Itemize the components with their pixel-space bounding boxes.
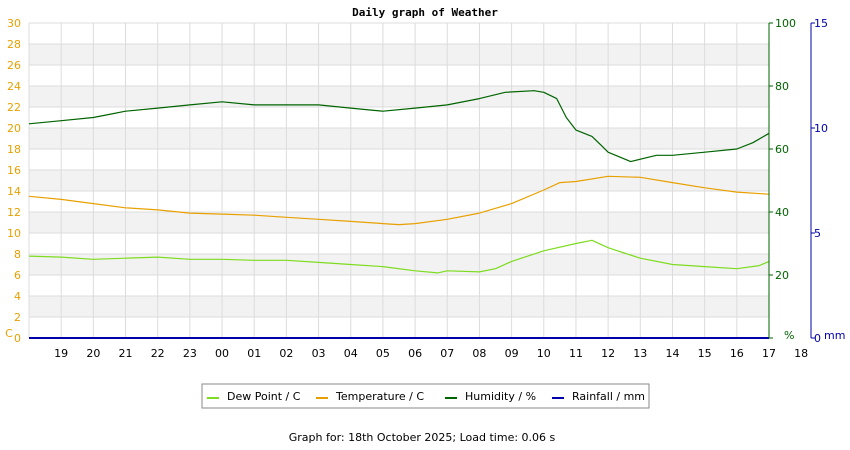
x-axis-tick-label: 15 bbox=[698, 347, 712, 360]
left-axis-tick-label: 10 bbox=[7, 227, 21, 240]
right-humidity-tick-label: 20 bbox=[775, 269, 789, 282]
plot-band bbox=[29, 296, 769, 317]
plot-band bbox=[29, 170, 769, 191]
legend-label: Dew Point / C bbox=[227, 390, 301, 403]
left-axis-tick-label: 8 bbox=[14, 248, 21, 261]
x-axis-tick-label: 11 bbox=[569, 347, 583, 360]
left-axis-tick-label: 16 bbox=[7, 164, 21, 177]
x-axis-tick-label: 02 bbox=[279, 347, 293, 360]
left-axis-tick-label: 28 bbox=[7, 38, 21, 51]
right-rainfall-unit-label: mm bbox=[824, 329, 845, 342]
plot-gridlines bbox=[28, 22, 770, 339]
left-axis-tick-label: 6 bbox=[14, 269, 21, 282]
left-axis-tick-label: 30 bbox=[7, 17, 21, 30]
x-axis-tick-label: 20 bbox=[86, 347, 100, 360]
left-axis-tick-label: 0 bbox=[14, 332, 21, 345]
x-axis-tick-label: 14 bbox=[665, 347, 679, 360]
x-axis-tick-label: 13 bbox=[633, 347, 647, 360]
right-rainfall-tick-label: 0 bbox=[814, 332, 821, 345]
x-axis-tick-label: 00 bbox=[215, 347, 229, 360]
x-axis-tick-label: 19 bbox=[54, 347, 68, 360]
chart-axes bbox=[768, 22, 815, 339]
right-rainfall-tick-label: 10 bbox=[814, 122, 828, 135]
series-line-1 bbox=[28, 175, 770, 226]
x-axis-tick-label: 06 bbox=[408, 347, 422, 360]
series-lines bbox=[28, 90, 770, 339]
x-axis-tick-label: 08 bbox=[472, 347, 486, 360]
x-axis-tick-label: 22 bbox=[151, 347, 165, 360]
plot-band bbox=[29, 128, 769, 149]
left-axis-tick-label: 2 bbox=[14, 311, 21, 324]
left-axis-tick-label: 18 bbox=[7, 143, 21, 156]
left-axis-unit-label: C bbox=[5, 327, 13, 340]
x-axis-tick-label: 17 bbox=[762, 347, 776, 360]
right-humidity-tick-label: 40 bbox=[775, 206, 789, 219]
right-rainfall-tick-label: 15 bbox=[814, 17, 828, 30]
x-axis-tick-label: 04 bbox=[344, 347, 358, 360]
plot-band bbox=[29, 212, 769, 233]
x-axis-tick-label: 05 bbox=[376, 347, 390, 360]
left-axis-tick-label: 24 bbox=[7, 80, 21, 93]
x-axis-tick-label: 18 bbox=[794, 347, 808, 360]
right-humidity-tick-label: 60 bbox=[775, 143, 789, 156]
left-axis-tick-label: 20 bbox=[7, 122, 21, 135]
x-axis-tick-label: 16 bbox=[730, 347, 744, 360]
x-axis-tick-label: 21 bbox=[119, 347, 133, 360]
legend-label: Temperature / C bbox=[335, 390, 424, 403]
legend-label: Humidity / % bbox=[465, 390, 536, 403]
tick-labels: 024681012141618202224262830C20406080100%… bbox=[5, 17, 845, 360]
left-axis-tick-label: 14 bbox=[7, 185, 21, 198]
legend-label: Rainfall / mm bbox=[572, 390, 645, 403]
x-axis-tick-label: 01 bbox=[247, 347, 261, 360]
x-axis-tick-label: 12 bbox=[601, 347, 615, 360]
chart-title: Daily graph of Weather bbox=[352, 6, 498, 19]
x-axis-tick-label: 23 bbox=[183, 347, 197, 360]
x-axis-tick-label: 09 bbox=[505, 347, 519, 360]
plot-band bbox=[29, 86, 769, 107]
x-axis-tick-label: 03 bbox=[312, 347, 326, 360]
plot-band bbox=[29, 44, 769, 65]
right-rainfall-tick-label: 5 bbox=[814, 227, 821, 240]
footer-text: Graph for: 18th October 2025; Load time:… bbox=[289, 431, 556, 444]
left-axis-tick-label: 22 bbox=[7, 101, 21, 114]
legend-box bbox=[201, 383, 650, 409]
right-humidity-tick-label: 80 bbox=[775, 80, 789, 93]
left-axis-tick-label: 12 bbox=[7, 206, 21, 219]
left-axis-tick-label: 4 bbox=[14, 290, 21, 303]
right-humidity-tick-label: 100 bbox=[775, 17, 796, 30]
x-axis-tick-label: 10 bbox=[537, 347, 551, 360]
x-axis-tick-label: 07 bbox=[440, 347, 454, 360]
series-line-2 bbox=[28, 90, 770, 163]
right-humidity-unit-label: % bbox=[784, 329, 794, 342]
series-line-0 bbox=[28, 239, 770, 274]
chart-legend: Dew Point / C Temperature / C Humidity / %… bbox=[201, 383, 650, 409]
left-axis-tick-label: 26 bbox=[7, 59, 21, 72]
